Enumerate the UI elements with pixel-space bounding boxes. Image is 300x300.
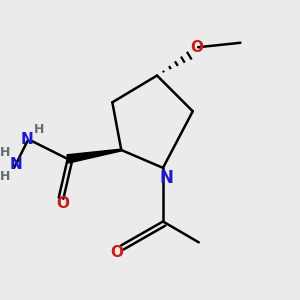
Text: H: H (34, 123, 44, 136)
Text: O: O (191, 40, 204, 55)
Polygon shape (67, 149, 122, 163)
Text: O: O (110, 245, 123, 260)
Text: N: N (159, 169, 173, 187)
Text: O: O (57, 196, 70, 211)
Text: N: N (21, 132, 34, 147)
Text: N: N (9, 157, 22, 172)
Text: H: H (0, 170, 10, 183)
Text: H: H (0, 146, 10, 160)
